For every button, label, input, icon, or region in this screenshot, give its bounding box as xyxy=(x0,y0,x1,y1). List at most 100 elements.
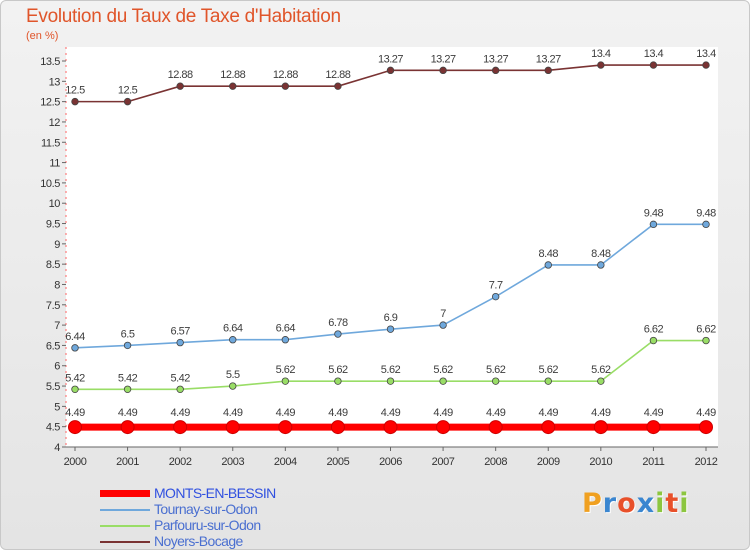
data-label: 4.49 xyxy=(539,407,559,419)
y-tick-label: 5 xyxy=(54,401,60,413)
y-tick-label: 13 xyxy=(49,76,61,88)
data-label: 12.5 xyxy=(65,85,85,97)
data-point xyxy=(334,377,342,385)
data-label: 5.62 xyxy=(591,364,611,376)
data-point xyxy=(278,420,293,435)
data-point xyxy=(439,321,447,329)
data-label: 5.42 xyxy=(170,372,190,384)
x-tick-label: 2011 xyxy=(642,456,664,468)
data-point xyxy=(229,82,237,90)
y-tick-label: 10.5 xyxy=(40,178,60,190)
data-point xyxy=(597,61,605,69)
data-point xyxy=(597,377,605,385)
x-tick-label: 2006 xyxy=(379,456,402,468)
logo-letter: i xyxy=(679,488,690,519)
legend-label: Tournay-sur-Odon xyxy=(154,501,258,517)
logo-letter: r xyxy=(602,488,618,519)
data-point xyxy=(488,420,503,435)
data-label: 5.5 xyxy=(226,369,240,381)
data-label: 8.48 xyxy=(591,248,611,260)
data-label: 4.49 xyxy=(276,407,296,419)
data-point xyxy=(386,66,395,75)
data-point xyxy=(649,220,658,229)
legend-swatch xyxy=(100,490,150,497)
data-label: 5.62 xyxy=(486,364,506,376)
data-label: 12.88 xyxy=(273,69,298,81)
y-tick-label: 12.5 xyxy=(40,97,60,109)
data-point xyxy=(176,82,184,90)
x-tick-label: 2000 xyxy=(64,456,87,468)
data-label: 4.49 xyxy=(381,407,401,419)
data-label: 5.62 xyxy=(328,364,348,376)
data-label: 12.88 xyxy=(220,69,245,81)
data-point xyxy=(173,420,188,435)
data-point xyxy=(544,261,552,269)
data-point xyxy=(68,420,82,435)
data-label: 9.48 xyxy=(644,207,664,219)
data-label: 13.4 xyxy=(696,48,716,60)
data-label: 6.62 xyxy=(696,324,716,336)
data-label: 5.62 xyxy=(381,364,401,376)
data-label: 6.64 xyxy=(276,323,296,335)
data-label: 4.49 xyxy=(118,407,138,419)
data-label: 13.27 xyxy=(378,53,403,65)
x-tick-label: 2002 xyxy=(169,456,192,468)
data-label: 13.4 xyxy=(591,48,611,60)
y-tick-label: 10 xyxy=(49,198,61,210)
y-tick-label: 11 xyxy=(49,158,60,170)
legend-label: Noyers-Bocage xyxy=(154,533,243,549)
data-label: 4.49 xyxy=(65,407,85,419)
data-point xyxy=(386,325,395,333)
data-point xyxy=(176,338,184,347)
data-label: 6.5 xyxy=(121,328,135,340)
data-point xyxy=(334,82,342,90)
data-label: 13.27 xyxy=(483,53,508,65)
data-label: 4.49 xyxy=(328,407,348,419)
legend-swatch xyxy=(100,509,150,511)
data-point xyxy=(702,220,710,229)
data-label: 7 xyxy=(440,308,446,320)
data-point xyxy=(597,261,605,269)
y-tick-label: 8 xyxy=(54,279,60,291)
data-point xyxy=(330,420,345,435)
y-tick-label: 6 xyxy=(54,361,60,373)
data-point xyxy=(123,385,132,394)
logo-letter: P xyxy=(582,488,603,519)
data-label: 4.49 xyxy=(591,407,611,419)
data-point xyxy=(71,97,79,106)
proxiti-logo: Proxiti xyxy=(582,488,690,519)
y-tick-label: 5.5 xyxy=(46,381,60,393)
data-label: 12.88 xyxy=(325,69,350,81)
data-point xyxy=(123,341,132,350)
y-tick-label: 13.5 xyxy=(40,56,60,68)
data-point xyxy=(491,66,500,75)
data-point xyxy=(176,385,184,394)
data-point xyxy=(436,420,451,435)
data-label: 4.49 xyxy=(223,407,243,419)
data-point xyxy=(120,420,135,435)
data-label: 6.62 xyxy=(644,324,664,336)
logo-letter: o xyxy=(617,488,637,519)
data-label: 6.57 xyxy=(170,326,190,338)
data-point xyxy=(491,377,500,385)
data-point xyxy=(439,66,447,75)
data-point xyxy=(386,377,395,385)
y-tick-label: 12 xyxy=(49,117,61,129)
logo-letter: i xyxy=(655,488,666,519)
legend-label: MONTS-EN-BESSIN xyxy=(154,485,276,501)
data-point xyxy=(702,61,710,69)
data-point xyxy=(544,377,552,385)
data-point xyxy=(334,330,342,338)
data-label: 5.42 xyxy=(118,372,138,384)
data-point xyxy=(699,420,713,435)
data-label: 13.27 xyxy=(536,53,561,65)
data-point xyxy=(544,66,552,75)
x-tick-label: 2010 xyxy=(589,456,612,468)
data-label: 12.5 xyxy=(118,85,138,97)
data-point xyxy=(71,344,79,352)
chart-title: Evolution du Taux de Taxe d'Habitation xyxy=(26,6,341,27)
y-tick-label: 7 xyxy=(54,320,60,332)
data-label: 13.4 xyxy=(644,48,664,60)
data-point xyxy=(281,82,290,90)
